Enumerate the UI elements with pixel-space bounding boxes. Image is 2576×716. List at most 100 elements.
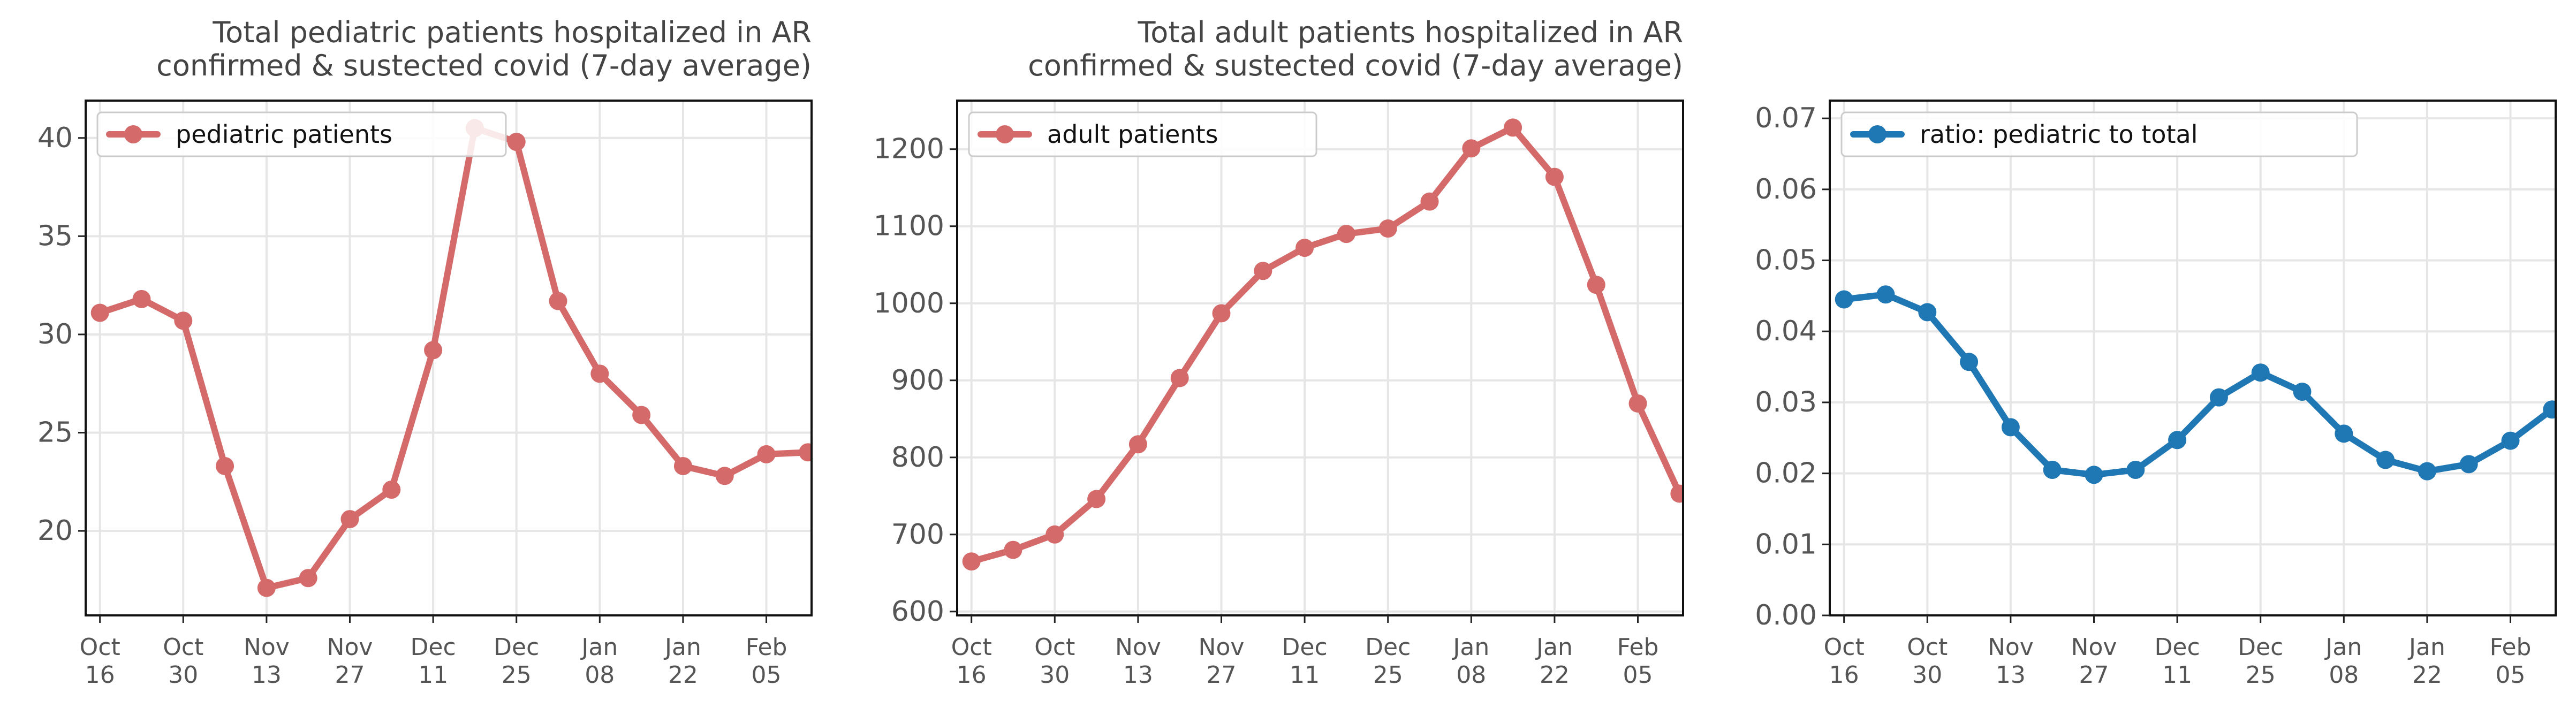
x-tick-label-month: Nov — [1115, 634, 1161, 661]
x-tick-label-month: Oct — [1824, 634, 1865, 661]
data-point — [1212, 304, 1231, 323]
data-point — [507, 133, 526, 151]
x-tick-label-day: 08 — [1456, 661, 1486, 689]
data-point — [1420, 192, 1439, 211]
legend-box — [1840, 111, 2358, 157]
x-tick-label-month: Feb — [1617, 634, 1659, 661]
x-tick-label-day: 13 — [1123, 661, 1153, 689]
chart-title-line-1: Total pediatric patients hospitalized in… — [213, 16, 812, 49]
x-tick-label-month: Dec — [2155, 634, 2200, 661]
data-point — [1628, 394, 1647, 413]
x-tick-label-month: Nov — [2071, 634, 2117, 661]
data-point — [799, 443, 812, 462]
data-point — [1670, 484, 1683, 503]
y-tick-label: 0.01 — [1755, 528, 1817, 560]
chart-title: Total pediatric patients hospitalized in… — [0, 16, 812, 82]
data-point — [1170, 369, 1189, 387]
x-tick-label-month: Feb — [746, 634, 787, 661]
x-tick-label-month: Jan — [663, 634, 701, 661]
x-tick-label-day: 16 — [1829, 661, 1859, 689]
series-line — [1840, 291, 2556, 478]
legend-label: pediatric patients — [176, 120, 392, 149]
x-tick-label-month: Oct — [951, 634, 992, 661]
y-tick-label: 0.07 — [1755, 102, 1817, 134]
chart-title-line-2: confirmed & sustected covid (7-day avera… — [156, 49, 812, 82]
data-point — [1337, 225, 1355, 243]
data-point — [299, 569, 317, 588]
data-point — [2168, 431, 2187, 450]
x-tick-label-month: Oct — [163, 634, 203, 661]
y-tick-label: 0.06 — [1755, 173, 1817, 205]
data-point — [424, 341, 443, 360]
x-tick-label-month: Dec — [411, 634, 456, 661]
data-point — [382, 481, 401, 499]
data-point — [1545, 167, 1564, 186]
y-tick-label: 25 — [37, 417, 73, 449]
data-point — [1295, 239, 1314, 257]
data-point — [2085, 466, 2103, 484]
series-line — [96, 125, 812, 591]
data-point — [340, 510, 359, 529]
legend-label: adult patients — [1047, 120, 1218, 149]
plot-frame — [85, 100, 813, 616]
chart-plot: 2025303540Oct16Oct30Nov13Nov27Dec11Dec25… — [37, 100, 813, 689]
x-tick-label-day: 22 — [668, 661, 698, 689]
y-tick-label: 30 — [37, 318, 73, 351]
data-point — [590, 364, 609, 383]
x-tick-label-day: 08 — [2329, 661, 2359, 689]
x-tick-label-month: Nov — [244, 634, 290, 661]
x-tick-label-day: 11 — [1290, 661, 1320, 689]
chart-title: Total adult patients hospitalized in AR … — [857, 16, 1683, 82]
legend-box — [968, 111, 1317, 157]
legend-box — [96, 111, 507, 157]
x-tick-label-month: Oct — [1907, 634, 1948, 661]
data-point — [174, 311, 193, 330]
x-tick-label-day: 05 — [1623, 661, 1653, 689]
data-point — [715, 467, 734, 485]
data-point — [2501, 431, 2520, 450]
x-tick-label-day: 27 — [335, 661, 365, 689]
data-point — [962, 552, 981, 571]
y-tick-label: 35 — [37, 220, 73, 252]
plot-frame — [956, 100, 1684, 616]
x-tick-label-day: 22 — [2412, 661, 2442, 689]
data-point — [2126, 460, 2145, 479]
x-tick-label-day: 25 — [502, 661, 532, 689]
y-tick-label: 900 — [891, 364, 944, 397]
data-point — [1254, 262, 1272, 280]
x-tick-label-day: 25 — [1373, 661, 1403, 689]
x-tick-label-day: 11 — [418, 661, 448, 689]
x-tick-label-month: Oct — [80, 634, 120, 661]
data-point — [1835, 290, 1853, 309]
legend-swatch-marker — [996, 125, 1014, 143]
data-point — [632, 406, 651, 424]
y-tick-label: 800 — [891, 441, 944, 474]
series-line — [968, 124, 1683, 565]
data-point — [1504, 118, 1522, 137]
chart-plot: 600700800900100011001200Oct16Oct30Nov13N… — [874, 100, 1684, 689]
chart-title-line-1: Total adult patients hospitalized in AR — [1138, 16, 1684, 49]
data-point — [1587, 276, 1605, 294]
y-tick-label: 0.02 — [1755, 458, 1817, 490]
data-point — [2418, 462, 2436, 481]
chart-plot: 0.000.010.020.030.040.050.060.07Oct16Oct… — [1755, 100, 2557, 689]
data-point — [1378, 219, 1397, 238]
data-point — [1918, 303, 1937, 322]
chart-title-line-2: confirmed & sustected covid (7-day avera… — [1028, 49, 1683, 82]
y-tick-label: 600 — [891, 596, 944, 628]
legend-swatch-marker — [124, 125, 142, 143]
y-tick-label: 1100 — [874, 210, 944, 242]
x-tick-label-month: Jan — [1535, 634, 1573, 661]
data-point — [549, 292, 567, 310]
x-tick-label-day: 27 — [2079, 661, 2109, 689]
data-point — [2251, 363, 2270, 382]
x-tick-label-day: 16 — [85, 661, 115, 689]
x-tick-label-month: Dec — [1365, 634, 1411, 661]
x-tick-label-day: 08 — [585, 661, 615, 689]
y-tick-label: 40 — [37, 122, 73, 154]
y-tick-label: 1200 — [874, 133, 944, 165]
data-point — [1087, 490, 1106, 508]
x-tick-label-month: Feb — [2490, 634, 2532, 661]
x-tick-label-day: 22 — [1540, 661, 1570, 689]
x-tick-label-month: Dec — [2238, 634, 2283, 661]
